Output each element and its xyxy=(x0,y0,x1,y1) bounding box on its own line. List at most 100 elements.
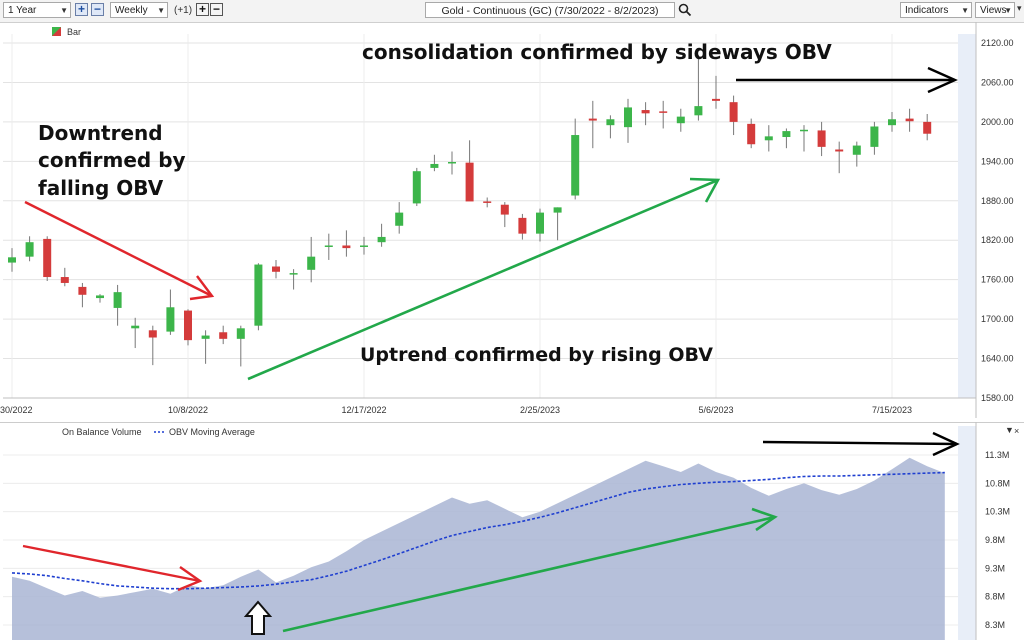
candle-body xyxy=(553,207,562,213)
candle xyxy=(553,207,562,241)
candle xyxy=(923,114,932,141)
candle xyxy=(588,100,597,149)
candle xyxy=(360,236,368,255)
price-y-tick: 2060.00 xyxy=(981,77,1014,87)
red-arrow-obv xyxy=(22,544,203,592)
candle xyxy=(835,141,844,174)
candle-body xyxy=(835,149,844,152)
candle xyxy=(60,267,69,287)
red-arrow-price xyxy=(24,200,215,301)
green-arrow-obv xyxy=(282,507,778,633)
black-arrow-price xyxy=(736,66,958,94)
price-x-tick: 7/15/2023 xyxy=(872,405,912,415)
obv-y-tick: 11.3M xyxy=(985,450,1009,460)
candle-body xyxy=(923,121,932,134)
black-arrow-obv xyxy=(762,431,960,457)
downtrend-line-1: Downtrend xyxy=(38,121,163,145)
candle-body xyxy=(272,266,280,272)
candle-body xyxy=(25,242,34,257)
candle-body xyxy=(624,107,632,128)
projection-band xyxy=(958,34,976,398)
obv-projection-band xyxy=(958,426,976,640)
candle xyxy=(905,108,914,132)
price-x-axis: 30/2022 10/8/2022 12/17/2022 2/25/2023 5/6/2… xyxy=(0,405,912,415)
candle-body xyxy=(8,257,16,263)
candle xyxy=(606,115,615,139)
candle-body xyxy=(465,162,474,202)
price-x-tick: 2/25/2023 xyxy=(520,405,560,415)
candle-body xyxy=(43,238,52,278)
price-x-tick: 30/2022 xyxy=(0,405,33,415)
candle xyxy=(201,330,210,364)
close-icon[interactable]: × xyxy=(1014,426,1019,436)
candle-body xyxy=(60,277,69,283)
candle xyxy=(25,236,34,262)
candle xyxy=(412,167,421,207)
minus-icon[interactable]: − xyxy=(210,3,223,16)
candle xyxy=(430,154,439,172)
price-y-tick: 1700.00 xyxy=(981,314,1014,324)
candle xyxy=(536,208,544,242)
candle xyxy=(571,118,580,200)
chart-title: Gold - Continuous (GC) (7/30/2022 - 8/2/… xyxy=(441,5,659,17)
consolidation-annotation: consolidation confirmed by sideways OBV xyxy=(362,40,832,64)
candle-body xyxy=(307,256,316,270)
candle xyxy=(43,236,52,281)
candle-body xyxy=(412,171,421,204)
candle xyxy=(659,100,668,129)
indicators-button[interactable]: Indicators ▼ xyxy=(900,2,972,18)
views-button[interactable]: Views ▼ xyxy=(975,2,1015,18)
price-y-tick: 1940.00 xyxy=(981,156,1014,166)
price-y-tick: 1820.00 xyxy=(981,235,1014,245)
views-pin-icon[interactable]: ▾ xyxy=(1017,3,1022,13)
candle xyxy=(113,284,122,326)
candle-body xyxy=(201,335,210,339)
chevron-down-icon[interactable]: ▼ xyxy=(1005,425,1014,435)
candle-body xyxy=(694,106,703,116)
interval-select[interactable]: Weekly ▼ xyxy=(110,2,168,18)
candle xyxy=(8,248,16,272)
candle-body xyxy=(536,212,544,234)
candle-body xyxy=(571,135,580,196)
candle-body xyxy=(289,273,298,275)
candle xyxy=(641,102,650,126)
candle-body xyxy=(800,129,808,132)
candle xyxy=(483,197,492,208)
indicators-label: Indicators xyxy=(905,5,949,16)
obv-ma-line xyxy=(11,471,945,590)
candle xyxy=(395,202,404,234)
obv-y-tick: 9.8M xyxy=(985,535,1005,545)
plus-icon[interactable]: + xyxy=(75,3,88,16)
candle-body xyxy=(219,332,228,339)
candle xyxy=(676,108,685,132)
minus-icon[interactable]: − xyxy=(91,3,104,16)
step-label: (+1) xyxy=(174,5,193,16)
toolbar: 1 Year ▼ + − Weekly ▼ (+1) + − Gold - Co… xyxy=(0,0,1024,23)
period-value: 1 Year xyxy=(8,5,37,16)
price-x-tick: 10/8/2022 xyxy=(168,405,208,415)
candle-body xyxy=(254,264,263,326)
candle xyxy=(500,202,509,228)
up-arrow-icon xyxy=(243,600,273,635)
candle xyxy=(870,121,879,155)
candle-body xyxy=(888,119,896,126)
candle xyxy=(307,236,316,283)
candle xyxy=(184,309,192,346)
candle xyxy=(888,112,896,132)
symbol-field[interactable]: Gold - Continuous (GC) (7/30/2022 - 8/2/… xyxy=(425,2,675,18)
candle xyxy=(289,269,298,290)
candle-body xyxy=(500,204,509,215)
plus-icon[interactable]: + xyxy=(196,3,209,16)
candle xyxy=(324,233,333,260)
candle-body xyxy=(324,245,333,247)
downtrend-line-2: confirmed by xyxy=(38,148,186,172)
candle xyxy=(148,325,157,366)
obv-ma-legend-label: OBV Moving Average xyxy=(169,427,255,437)
chevron-down-icon: ▼ xyxy=(961,6,969,15)
price-y-tick: 1640.00 xyxy=(981,354,1014,364)
candle-body xyxy=(131,325,140,329)
candle-body xyxy=(96,295,104,299)
obv-chart: 8.3M 8.8M 9.3M 9.8M 10.3M 10.8M 11.3M On Balan… xyxy=(0,422,1024,640)
search-icon[interactable] xyxy=(678,3,692,17)
period-select[interactable]: 1 Year ▼ xyxy=(3,2,71,18)
